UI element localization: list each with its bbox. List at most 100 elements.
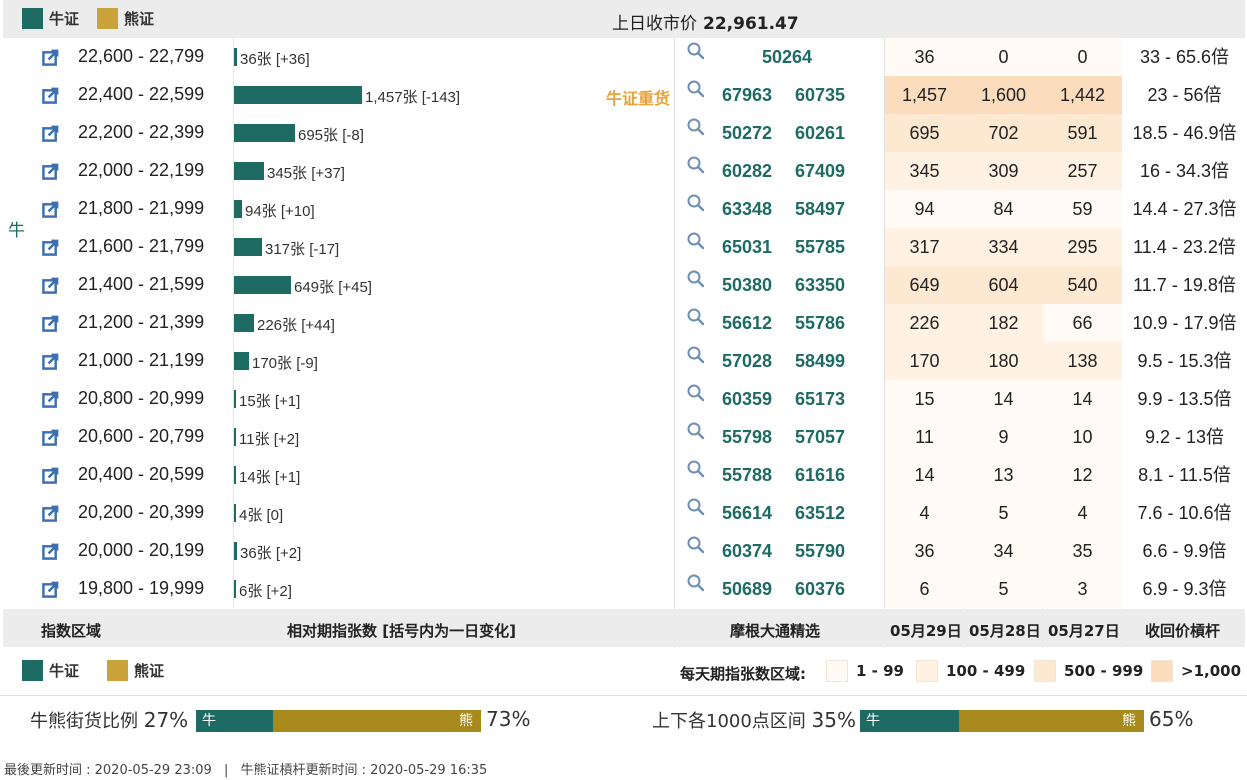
external-link-icon[interactable] [42,125,59,142]
range-ratio-bear-segment: 熊 [959,710,1144,732]
warrant-code[interactable]: 55790 [795,541,846,561]
external-link-icon[interactable] [42,543,59,560]
day3-count: 0 [1043,38,1122,76]
external-link-icon[interactable] [42,201,59,218]
day1-count: 345 [885,152,964,190]
bar-column [233,570,234,608]
count-label: 317张 [-17] [265,241,340,258]
bar-column [233,494,234,532]
external-link-icon[interactable] [42,239,59,256]
warrant-code[interactable]: 58499 [795,351,846,371]
search-icon[interactable] [686,497,706,517]
count-bar [234,428,236,446]
search-icon[interactable] [686,79,706,99]
external-link-icon[interactable] [42,581,59,598]
warrant-code[interactable]: 50272 [722,123,773,143]
search-icon[interactable] [686,231,706,251]
header-range: 指数区域 [41,622,102,640]
warrant-code[interactable]: 63348 [722,199,773,219]
search-icon[interactable] [686,307,706,327]
footer: 最後更新时间 : 2020-05-29 23:09 | 牛熊证槓杆更新时间 : … [4,759,487,778]
search-icon[interactable] [686,459,706,479]
callback-leverage: 7.6 - 10.6倍 [1137,503,1232,523]
warrant-code[interactable]: 56614 [722,503,773,523]
warrant-code[interactable]: 61616 [795,465,846,485]
warrant-code[interactable]: 67963 [722,85,773,105]
count-label: 14张 [+1] [239,469,301,486]
warrant-code[interactable]: 67409 [795,161,846,181]
external-link-icon[interactable] [42,467,59,484]
warrant-code[interactable]: 55798 [722,427,773,447]
warrant-code[interactable]: 60359 [722,389,773,409]
table-row: 21,000 - 21,199 170张 [-9] 57028 58499 170 180… [0,342,1247,380]
day1-count: 649 [885,266,964,304]
warrant-code[interactable]: 63512 [795,503,846,523]
warrant-code[interactable]: 55785 [795,237,846,257]
warrant-code[interactable]: 60374 [722,541,773,561]
search-icon[interactable] [686,383,706,403]
day2-count: 34 [964,532,1043,570]
warrant-code[interactable]: 58497 [795,199,846,219]
count-bar [234,580,236,598]
index-range: 21,600 - 21,799 [78,236,205,256]
search-icon[interactable] [686,193,706,213]
warrant-code[interactable]: 55786 [795,313,846,333]
warrant-code[interactable]: 57028 [722,351,773,371]
search-icon[interactable] [686,421,706,441]
search-icon[interactable] [686,345,706,365]
warrant-code[interactable]: 56612 [722,313,773,333]
external-link-icon[interactable] [42,315,59,332]
day2-count: 5 [964,570,1043,608]
header-day2: 05月28日 [969,622,1041,640]
search-icon[interactable] [686,573,706,593]
callback-leverage: 33 - 65.6倍 [1139,47,1230,67]
daily-key-swatch [1151,660,1173,682]
callback-leverage: 18.5 - 46.9倍 [1132,123,1237,143]
divider [884,38,885,648]
daily-key-label: 1 - 99 [856,662,904,680]
warrant-code[interactable]: 65031 [722,237,773,257]
external-link-icon[interactable] [42,163,59,180]
warrant-code[interactable]: 60735 [795,85,846,105]
count-label: 36张 [+36] [240,51,310,68]
street-ratio-label: 牛熊街货比例 27% [30,707,188,733]
warrant-code[interactable]: 55788 [722,465,773,485]
warrant-code[interactable]: 50689 [722,579,773,599]
search-icon[interactable] [686,269,706,289]
warrant-code[interactable]: 57057 [795,427,846,447]
warrant-code[interactable]: 65173 [795,389,846,409]
index-range: 20,800 - 20,999 [78,388,205,408]
warrant-code[interactable]: 63350 [795,275,846,295]
bar-column [233,418,234,456]
warrant-code[interactable]: 50264 [762,47,813,67]
search-icon[interactable] [686,535,706,555]
warrant-code[interactable]: 60282 [722,161,773,181]
external-link-icon[interactable] [42,49,59,66]
table-row: 20,000 - 20,199 36张 [+2] 60374 55790 36 34 35 6… [0,532,1247,570]
day3-count: 138 [1043,342,1122,380]
search-icon[interactable] [686,41,706,61]
day2-count: 702 [964,114,1043,152]
daily-legend-title: 每天期指张数区域: [680,665,806,683]
day2-count: 180 [964,342,1043,380]
bar-column [233,190,234,228]
count-bar [234,352,249,370]
external-link-icon[interactable] [42,505,59,522]
warrant-code[interactable]: 60376 [795,579,846,599]
external-link-icon[interactable] [42,277,59,294]
bull-swatch [22,8,43,29]
warrant-code[interactable]: 60261 [795,123,846,143]
callback-leverage: 23 - 56倍 [1147,85,1222,105]
search-icon[interactable] [686,117,706,137]
warrant-code[interactable]: 50380 [722,275,773,295]
day1-count: 4 [885,494,964,532]
external-link-icon[interactable] [42,87,59,104]
external-link-icon[interactable] [42,391,59,408]
index-range: 21,200 - 21,399 [78,312,205,332]
external-link-icon[interactable] [42,429,59,446]
search-icon[interactable] [686,155,706,175]
day1-count: 14 [885,456,964,494]
external-link-icon[interactable] [42,353,59,370]
callback-updated: 牛熊证槓杆更新时间 : 2020-05-29 16:35 [240,763,488,778]
index-range: 20,200 - 20,399 [78,502,205,522]
